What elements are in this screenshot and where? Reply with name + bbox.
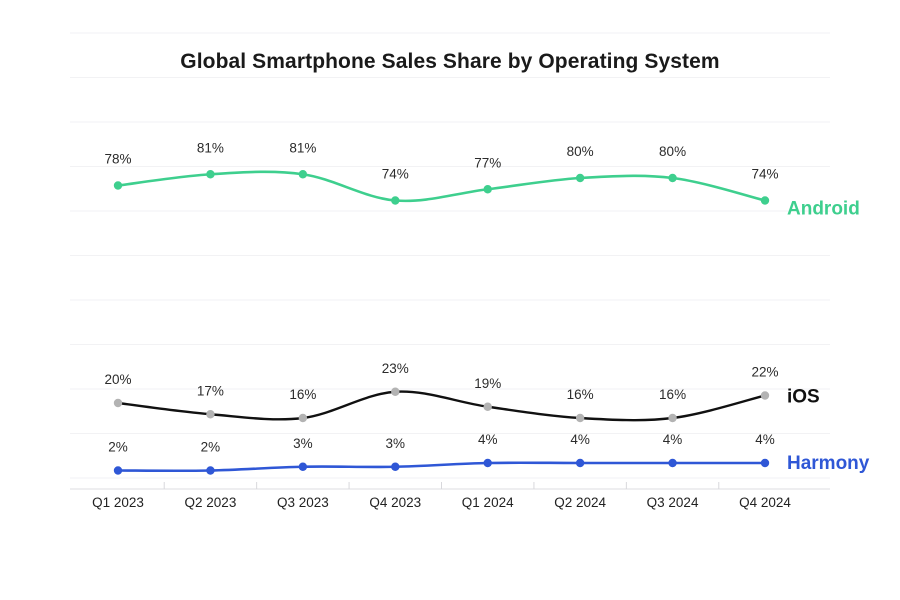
data-point-marker[interactable] [206, 410, 215, 419]
data-point-marker[interactable] [668, 458, 677, 468]
series-line-ios [116, 390, 767, 422]
data-label: 2% [108, 440, 128, 455]
data-label: 19% [474, 376, 501, 391]
series-lines [116, 170, 767, 473]
data-point-markers[interactable] [113, 170, 770, 475]
series-legend-labels[interactable]: Android iOS Harmony [787, 199, 870, 475]
data-label: 16% [567, 387, 594, 402]
data-label: 2% [201, 440, 221, 455]
data-point-marker[interactable] [575, 413, 585, 423]
data-point-marker[interactable] [298, 462, 308, 471]
gridlines [70, 32, 830, 479]
category-label: Q2 2023 [185, 495, 237, 510]
data-point-marker[interactable] [113, 398, 123, 408]
data-label: 16% [659, 387, 686, 402]
category-label: Q2 2024 [554, 495, 606, 510]
category-label: Q1 2023 [92, 495, 144, 510]
data-label: 77% [474, 155, 501, 170]
data-label: 81% [289, 140, 316, 155]
data-point-marker[interactable] [668, 173, 677, 183]
data-label: 4% [570, 432, 590, 447]
data-label: 81% [197, 140, 224, 155]
data-label: 16% [289, 387, 316, 402]
category-labels: Q1 2023 Q2 2023 Q3 2023 Q4 2023 Q1 2024 Q2 20… [92, 495, 791, 510]
data-point-marker[interactable] [391, 387, 400, 396]
data-point-marker[interactable] [206, 466, 215, 475]
page-title: Global Smartphone Sales Share by Operati… [180, 50, 720, 73]
category-label: Q1 2024 [462, 495, 514, 510]
data-point-marker[interactable] [113, 181, 123, 190]
data-label: 4% [663, 432, 683, 447]
data-label: 3% [293, 436, 313, 451]
data-point-marker[interactable] [575, 458, 585, 468]
data-label: 74% [751, 167, 778, 182]
data-point-marker[interactable] [760, 458, 770, 468]
data-point-marker[interactable] [298, 170, 308, 179]
data-point-marker[interactable] [483, 402, 492, 411]
data-label: 80% [659, 144, 686, 159]
data-point-marker[interactable] [206, 170, 215, 179]
data-label: 4% [755, 432, 775, 447]
data-label: 78% [104, 152, 131, 167]
data-label: 3% [386, 436, 406, 451]
data-point-marker[interactable] [575, 173, 585, 183]
data-label: 17% [197, 383, 224, 398]
data-point-marker[interactable] [298, 413, 308, 423]
data-labels: 78% 81% 81% 74% 77% 80% 80% 74% 20% 17% 16% 23% 19% 1… [104, 140, 778, 454]
data-point-marker[interactable] [391, 462, 400, 471]
legend-label-harmony[interactable]: Harmony [787, 453, 870, 474]
data-point-marker[interactable] [391, 196, 400, 205]
data-point-marker[interactable] [113, 466, 123, 475]
legend-label-ios[interactable]: iOS [787, 387, 820, 408]
category-label: Q4 2023 [369, 495, 421, 510]
data-point-marker[interactable] [483, 458, 492, 468]
series-line-android [116, 170, 767, 203]
x-axis [70, 482, 830, 490]
data-point-marker[interactable] [668, 413, 677, 423]
data-label: 22% [751, 365, 778, 380]
data-label: 80% [567, 144, 594, 159]
category-label: Q3 2024 [647, 495, 699, 510]
data-point-marker[interactable] [760, 196, 770, 205]
data-label: 20% [104, 372, 131, 387]
data-label: 74% [382, 167, 409, 182]
legend-label-android[interactable]: Android [787, 199, 860, 220]
category-label: Q3 2023 [277, 495, 329, 510]
data-point-marker[interactable] [760, 391, 770, 400]
data-label: 4% [478, 432, 498, 447]
category-label: Q4 2024 [739, 495, 791, 510]
series-line-harmony [116, 461, 767, 473]
data-point-marker[interactable] [483, 185, 492, 194]
data-label: 23% [382, 361, 409, 376]
